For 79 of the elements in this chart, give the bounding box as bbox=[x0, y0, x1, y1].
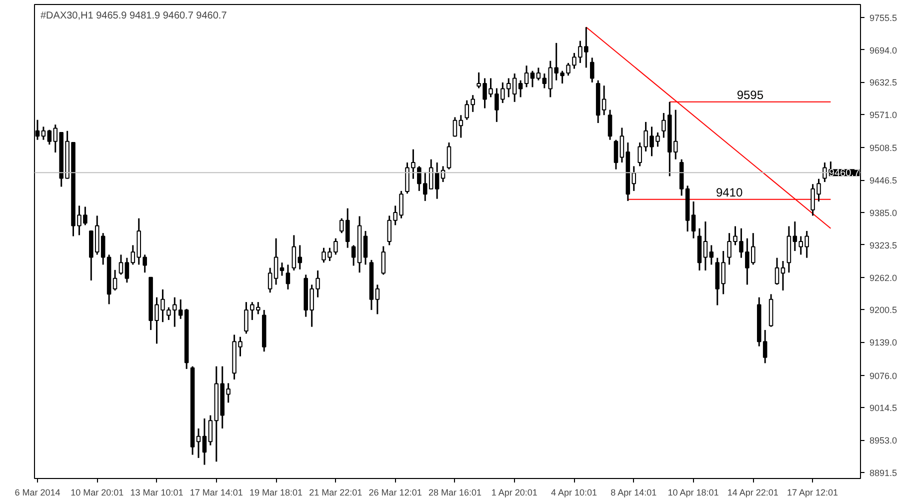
candlestick bbox=[602, 84, 606, 116]
y-tick-label: 9200.5 bbox=[870, 305, 898, 316]
x-tick-label: 21 Mar 22:01 bbox=[309, 488, 362, 498]
x-tick-label: 1 Apr 20:01 bbox=[491, 488, 538, 498]
x-tick-label: 26 Mar 12:01 bbox=[368, 488, 422, 498]
x-tick-label: 6 Mar 2014 bbox=[14, 488, 60, 498]
y-tick-label: 9262.0 bbox=[870, 272, 898, 283]
candlestick bbox=[614, 139, 618, 170]
candlestick bbox=[166, 306, 171, 321]
candlestick bbox=[196, 428, 201, 459]
x-tick-label: 4 Apr 10:01 bbox=[550, 488, 598, 498]
series-label: 9595 bbox=[736, 88, 764, 102]
candlestick bbox=[518, 80, 523, 98]
candlestick bbox=[530, 70, 535, 88]
candlestick bbox=[762, 329, 768, 364]
series-label: 9410 bbox=[716, 185, 743, 200]
x-tick-label: 10 Mar 20:01 bbox=[70, 488, 124, 498]
candlestick bbox=[560, 70, 564, 84]
y-tick-label: 8891.5 bbox=[870, 468, 898, 478]
candlestick bbox=[536, 66, 541, 82]
y-tick-label: 9571.0 bbox=[870, 110, 898, 120]
x-tick-label: 17 Apr 12:01 bbox=[787, 488, 838, 498]
candlestick bbox=[464, 100, 470, 121]
x-tick-label: 17 Mar 14:01 bbox=[190, 488, 243, 498]
y-tick-label: 9076.0 bbox=[870, 370, 898, 381]
y-tick-label: 9694.0 bbox=[870, 45, 898, 56]
candlestick bbox=[268, 267, 272, 294]
candlestick bbox=[470, 94, 475, 113]
candlestick bbox=[286, 264, 290, 290]
x-tick-label: 8 Apr 14:01 bbox=[610, 488, 657, 498]
candlestick bbox=[590, 56, 594, 84]
x-tick-label: 28 Mar 16:01 bbox=[428, 488, 482, 498]
y-tick-label: 9385.0 bbox=[870, 208, 898, 218]
candlestick bbox=[774, 257, 780, 286]
candlestick bbox=[727, 232, 732, 266]
y-tick-label: 9323.5 bbox=[870, 240, 898, 250]
candlestick bbox=[566, 62, 570, 76]
candlestick bbox=[280, 262, 284, 276]
candlestick bbox=[298, 244, 302, 270]
text: #DAX30,H1 9465.9 9481.9 9460.7 9460.7 bbox=[40, 10, 228, 22]
x-tick-label: 10 Apr 18:01 bbox=[668, 488, 719, 498]
candlestick bbox=[446, 142, 452, 170]
candlestick bbox=[703, 220, 708, 272]
candlestick bbox=[458, 114, 464, 138]
candlestick bbox=[112, 269, 118, 292]
candlestick bbox=[780, 260, 786, 292]
candlestick bbox=[434, 162, 440, 200]
candlestick bbox=[118, 254, 124, 276]
candlestick bbox=[608, 109, 612, 141]
candlestick bbox=[822, 162, 827, 183]
candlestick bbox=[709, 244, 714, 266]
candlestick bbox=[620, 126, 624, 164]
y-tick-label: 8953.0 bbox=[870, 436, 898, 446]
candlestick bbox=[244, 301, 248, 334]
candlestick bbox=[363, 230, 368, 266]
candlestick bbox=[524, 64, 529, 88]
x-tick-label: 14 Apr 22:01 bbox=[727, 488, 778, 498]
candlestick bbox=[274, 238, 278, 286]
candlestick bbox=[381, 245, 386, 276]
candlestick bbox=[292, 234, 296, 272]
x-tick-label: 19 Mar 18:01 bbox=[250, 488, 303, 498]
candlestick bbox=[208, 414, 213, 446]
candlestick bbox=[124, 257, 130, 284]
candlestick bbox=[739, 228, 744, 259]
x-tick-label: 13 Mar 10:01 bbox=[130, 488, 184, 498]
y-tick-label: 9755.5 bbox=[870, 12, 898, 23]
y-tick-label: 9508.5 bbox=[870, 142, 898, 153]
candlestick bbox=[41, 126, 46, 141]
y-tick-label: 9446.5 bbox=[870, 176, 898, 186]
candlestick bbox=[375, 284, 380, 315]
candlestick bbox=[202, 418, 207, 466]
candlestick bbox=[452, 116, 458, 138]
y-tick-label: 9014.5 bbox=[870, 403, 898, 414]
candlestick bbox=[334, 238, 338, 256]
candlestick bbox=[351, 244, 356, 266]
candlestick bbox=[691, 200, 696, 240]
y-tick-label: 9139.0 bbox=[870, 338, 898, 348]
y-tick-label: 9632.5 bbox=[870, 78, 898, 88]
candlestick bbox=[733, 225, 738, 246]
